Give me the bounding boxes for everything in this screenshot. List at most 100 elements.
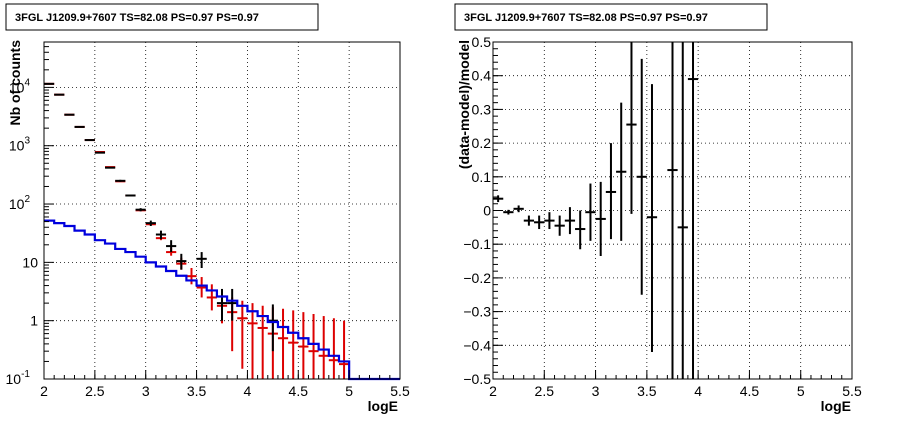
- y-tick-exponent: -1: [21, 369, 30, 380]
- x-tick-label: 4.5: [289, 383, 309, 399]
- x-tick-label: 2: [489, 383, 497, 399]
- data-point: [564, 207, 576, 235]
- data-point: [267, 304, 278, 352]
- counts-x-axis-title: logE: [368, 398, 398, 414]
- data-point: [605, 143, 617, 240]
- x-tick-label: 4: [694, 383, 702, 399]
- x-tick-label: 5.5: [842, 383, 862, 399]
- residual-panel: 3FGL J1209.9+7607 TS=82.08 PS=0.97 PS=0.…: [454, 3, 862, 414]
- y-tick-label: 0.1: [472, 169, 492, 185]
- x-tick-label: 5.5: [390, 383, 410, 399]
- residual-ticks: 2 2.5 3 3.5 4 4.5 5 5.5 −0.5 −0.4 −0.3 −0.2 −0.1 0 0.1…: [463, 34, 862, 399]
- x-tick-label: 3.5: [187, 383, 207, 399]
- y-tick-exponent: 4: [24, 77, 30, 88]
- data-point: [288, 310, 299, 379]
- y-tick-label: −0.4: [463, 337, 491, 353]
- data-point: [125, 194, 136, 197]
- data-point: [135, 208, 146, 212]
- y-tick-exponent: 2: [24, 194, 30, 205]
- data-point: [196, 252, 207, 269]
- x-tick-label: 2.5: [85, 383, 105, 399]
- counts-title: 3FGL J1209.9+7607 TS=82.08 PS=0.97 PS=0.…: [15, 12, 259, 24]
- data-point: [155, 230, 167, 240]
- x-tick-label: 3: [142, 383, 150, 399]
- y-tick-label: 0: [483, 203, 491, 219]
- y-tick-label: −0.3: [463, 304, 491, 320]
- x-tick-label: 5: [797, 383, 805, 399]
- x-tick-label: 4.5: [740, 383, 760, 399]
- data-point: [544, 212, 555, 230]
- data-point: [115, 179, 126, 182]
- data-point: [677, 42, 688, 379]
- counts-panel: 3FGL J1209.9+7607 TS=82.08 PS=0.97 PS=0.…: [5, 3, 410, 414]
- y-tick-label: 102: [9, 194, 31, 212]
- data-point: [328, 318, 339, 379]
- data-point: [338, 320, 350, 379]
- data-point: [503, 209, 514, 215]
- y-tick-exponent: 3: [24, 136, 30, 147]
- x-tick-label: 3.5: [637, 383, 657, 399]
- y-tick-label: 0.4: [472, 68, 492, 84]
- data-point: [667, 42, 678, 379]
- data-point: [227, 288, 238, 321]
- data-point: [585, 183, 596, 241]
- model-step-line: [44, 219, 400, 381]
- data-point: [237, 300, 248, 369]
- data-point: [534, 215, 545, 230]
- data-point: [554, 215, 565, 236]
- data-point: [575, 210, 586, 250]
- data-point: [257, 305, 268, 379]
- data-point: [277, 308, 289, 379]
- data-point: [196, 277, 207, 298]
- counts-grid: [44, 42, 400, 379]
- data-point: [626, 42, 637, 214]
- data-point: [636, 58, 647, 295]
- y-tick-label: 0.2: [472, 135, 492, 151]
- errorbar-series-1: [44, 82, 278, 352]
- y-tick-label: −0.2: [463, 270, 491, 286]
- y-tick-label: 1: [30, 313, 38, 329]
- y-tick-label: 103: [9, 136, 31, 154]
- residual-y-axis-title: (data-model)/model: [456, 40, 472, 169]
- data-point: [595, 181, 606, 256]
- data-point: [216, 288, 228, 321]
- y-tick-label: 0.3: [472, 101, 492, 117]
- counts-title-box: [5, 3, 319, 31]
- data-point: [247, 303, 258, 379]
- data-point: [176, 253, 187, 270]
- data-point: [308, 314, 319, 379]
- data-point: [206, 284, 217, 311]
- residual-title-box: [454, 3, 768, 31]
- counts-plot-frame: [43, 41, 401, 380]
- data-point: [513, 205, 524, 213]
- data-point: [298, 312, 309, 379]
- errorbar-series-0: [493, 42, 699, 379]
- data-point: [186, 268, 197, 285]
- residual-marks: [493, 42, 699, 379]
- data-point: [166, 240, 177, 253]
- data-point: [616, 102, 627, 241]
- y-tick-label: 0.5: [472, 34, 492, 50]
- residual-x-axis-title: logE: [821, 398, 851, 414]
- data-point: [318, 316, 329, 379]
- counts-marks: [44, 82, 400, 381]
- residual-grid: [493, 42, 852, 379]
- y-tick-label: 10: [22, 254, 38, 270]
- x-tick-label: 5: [345, 383, 353, 399]
- y-tick-label: −0.1: [463, 236, 491, 252]
- x-tick-label: 2: [40, 383, 48, 399]
- x-tick-label: 4: [244, 383, 252, 399]
- x-tick-label: 2.5: [535, 383, 555, 399]
- data-point: [145, 220, 156, 227]
- y-tick-label: −0.5: [463, 371, 491, 387]
- data-point: [493, 195, 504, 203]
- x-tick-label: 3: [592, 383, 600, 399]
- counts-y-axis-title: Nb of counts: [7, 40, 23, 126]
- data-point: [523, 215, 535, 226]
- data-point: [687, 42, 699, 379]
- residual-title: 3FGL J1209.9+7607 TS=82.08 PS=0.97 PS=0.…: [464, 12, 708, 24]
- data-point: [646, 84, 658, 353]
- y-tick-label: 10-1: [6, 369, 31, 387]
